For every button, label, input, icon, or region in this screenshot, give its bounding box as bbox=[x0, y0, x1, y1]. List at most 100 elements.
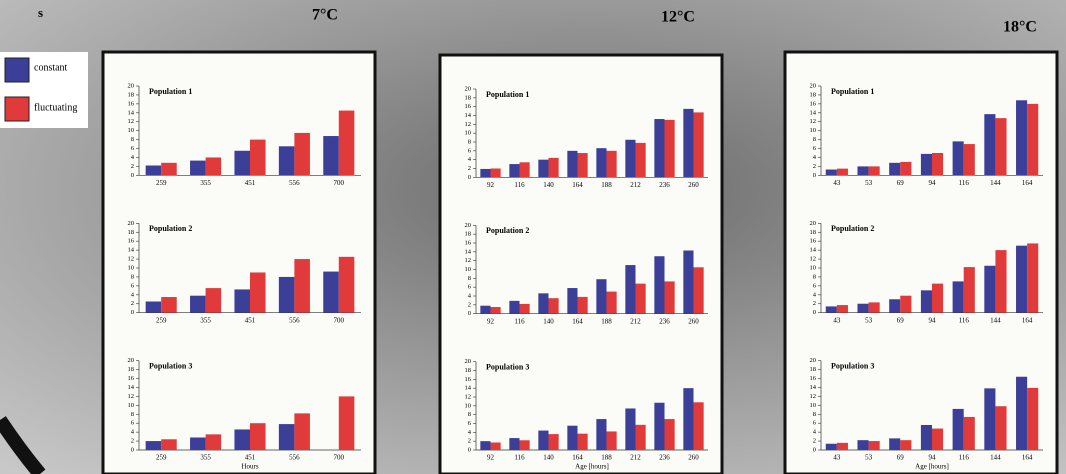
bar bbox=[538, 293, 548, 313]
y-tick-label: 8 bbox=[131, 136, 134, 143]
bar bbox=[294, 413, 310, 450]
x-tick-label: 212 bbox=[630, 454, 641, 462]
bar bbox=[921, 425, 932, 450]
x-tick-label: 53 bbox=[865, 179, 873, 187]
bar bbox=[889, 299, 900, 312]
y-tick-label: 2 bbox=[468, 438, 471, 445]
y-tick-label: 12 bbox=[128, 118, 135, 125]
y-tick-label: 14 bbox=[465, 112, 472, 119]
bar bbox=[694, 267, 704, 313]
bar bbox=[636, 143, 646, 177]
panel bbox=[103, 52, 375, 474]
bar bbox=[480, 169, 490, 177]
bar bbox=[596, 419, 606, 450]
bar bbox=[665, 120, 675, 177]
y-tick-label: 16 bbox=[465, 376, 472, 383]
y-tick-label: 10 bbox=[128, 127, 135, 134]
bar bbox=[190, 437, 206, 450]
bar bbox=[932, 284, 943, 313]
bar bbox=[900, 296, 911, 313]
x-tick-label: 212 bbox=[630, 317, 641, 325]
y-tick-label: 8 bbox=[813, 411, 816, 418]
x-tick-label: 164 bbox=[1022, 316, 1033, 324]
y-tick-label: 18 bbox=[128, 366, 135, 373]
bar bbox=[279, 424, 295, 450]
x-tick-label: 259 bbox=[156, 179, 167, 187]
x-tick-label: 236 bbox=[659, 454, 670, 462]
y-tick-label: 12 bbox=[465, 121, 472, 128]
bar bbox=[837, 169, 848, 176]
x-tick-label: 451 bbox=[245, 316, 256, 324]
bar bbox=[596, 279, 606, 313]
x-tick-label: 53 bbox=[865, 454, 873, 462]
y-tick-label: 10 bbox=[810, 127, 817, 134]
bar bbox=[323, 136, 339, 175]
x-tick-label: 144 bbox=[990, 454, 1001, 462]
y-tick-label: 16 bbox=[128, 375, 135, 382]
chart-title: Population 3 bbox=[486, 362, 529, 371]
x-tick-label: 69 bbox=[897, 316, 905, 324]
bar bbox=[206, 288, 222, 313]
bar bbox=[984, 266, 995, 313]
y-tick-label: 18 bbox=[810, 366, 817, 373]
bar bbox=[826, 306, 837, 312]
x-tick-label: 260 bbox=[688, 181, 699, 189]
x-tick-label: 188 bbox=[601, 317, 612, 325]
y-tick-label: 14 bbox=[465, 248, 472, 255]
y-tick-label: 12 bbox=[465, 257, 472, 264]
bar bbox=[869, 302, 880, 312]
y-tick-label: 20 bbox=[810, 82, 817, 89]
chart-title: Population 3 bbox=[831, 361, 874, 370]
panel-title: 18°C bbox=[1003, 19, 1037, 36]
bar bbox=[694, 112, 704, 177]
y-tick-label: 12 bbox=[465, 393, 472, 400]
bar bbox=[826, 444, 837, 450]
y-tick-label: 18 bbox=[810, 229, 817, 236]
bar bbox=[625, 265, 635, 314]
bar bbox=[1027, 104, 1038, 175]
y-tick-label: 0 bbox=[131, 309, 134, 316]
y-tick-label: 10 bbox=[465, 266, 472, 273]
y-tick-label: 18 bbox=[810, 91, 817, 98]
bar bbox=[837, 305, 848, 313]
bar bbox=[520, 162, 530, 177]
y-tick-label: 2 bbox=[468, 301, 471, 308]
bar bbox=[190, 296, 206, 313]
bar bbox=[826, 170, 837, 176]
x-tick-label: 164 bbox=[572, 181, 583, 189]
bar bbox=[509, 438, 519, 450]
x-tick-label: 116 bbox=[514, 454, 525, 462]
y-tick-label: 12 bbox=[810, 256, 817, 263]
y-tick-label: 16 bbox=[810, 238, 817, 245]
x-tick-label: 69 bbox=[897, 454, 905, 462]
x-tick-label: 556 bbox=[289, 316, 300, 324]
y-tick-label: 14 bbox=[810, 247, 817, 254]
bar bbox=[665, 419, 675, 450]
bar bbox=[921, 290, 932, 312]
x-tick-label: 43 bbox=[833, 316, 841, 324]
y-tick-label: 0 bbox=[468, 174, 471, 181]
y-tick-label: 2 bbox=[813, 438, 816, 445]
y-tick-label: 2 bbox=[813, 300, 816, 307]
y-tick-label: 16 bbox=[465, 239, 472, 246]
y-tick-label: 10 bbox=[128, 402, 135, 409]
bar bbox=[578, 434, 588, 450]
x-tick-label: 355 bbox=[200, 179, 211, 187]
x-tick-label: 43 bbox=[833, 179, 841, 187]
bar bbox=[900, 440, 911, 450]
y-tick-label: 20 bbox=[465, 85, 472, 92]
bar bbox=[683, 109, 693, 177]
slide: s 7°C 12°C 18°C constant fluctuating 024… bbox=[0, 0, 1066, 474]
y-tick-label: 20 bbox=[465, 222, 472, 229]
y-tick-label: 16 bbox=[465, 103, 472, 110]
bar bbox=[549, 298, 559, 313]
x-tick-label: 144 bbox=[990, 179, 1001, 187]
y-tick-label: 2 bbox=[131, 163, 134, 170]
x-tick-label: 94 bbox=[929, 454, 937, 462]
bar bbox=[964, 267, 975, 313]
bar bbox=[538, 431, 548, 450]
y-tick-label: 0 bbox=[813, 172, 816, 179]
bar bbox=[567, 426, 577, 450]
y-tick-label: 0 bbox=[131, 446, 134, 453]
bar bbox=[1027, 388, 1038, 450]
